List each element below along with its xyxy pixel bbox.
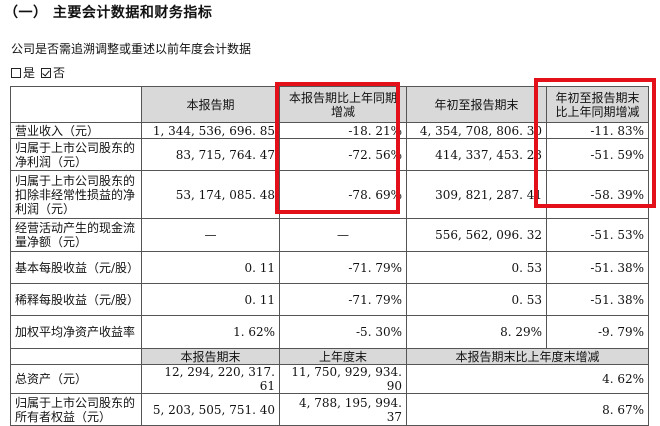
table-row: 经营活动产生的现金流量净额（元） — — 556, 562, 096. 32 -… (10, 218, 649, 252)
cell-value: 5, 203, 505, 751. 40 (141, 393, 280, 426)
cell-value: 414, 337, 453. 23 (406, 138, 547, 171)
table-header-row-balance: 本报告期末 上年度末 本报告期末比上年度末增减 (10, 348, 649, 365)
row-label: 基本每股收益（元/股） (10, 251, 142, 284)
restate-question: 公司是否需追溯调整或重述以前年度会计数据 (11, 42, 252, 56)
header-current-yoy: 本报告期比上年同期增减 (279, 86, 407, 123)
checkbox-no[interactable] (41, 67, 52, 78)
header-cell-blank (10, 86, 142, 123)
header-current-period: 本报告期 (141, 86, 280, 123)
section-title: （一） 主要会计数据和财务指标 (4, 5, 213, 21)
row-label: 总资产（元） (10, 364, 142, 394)
cell-value: 4, 354, 708, 806. 30 (406, 122, 547, 139)
cell-value: -18. 21% (279, 122, 407, 139)
cell-value: 8. 29% (406, 315, 547, 349)
header-ytd: 年初至报告期末 (406, 86, 547, 123)
cell-value: -51. 53% (546, 218, 649, 252)
cell-value: -71. 79% (279, 251, 407, 284)
table-row: 基本每股收益（元/股） 0. 11 -71. 79% 0. 53 -51. 38… (10, 251, 649, 284)
header-period-end-change: 本报告期末比上年度末增减 (406, 348, 649, 365)
highlight-box-ytd-yoy (534, 78, 656, 208)
cell-value: — (141, 218, 280, 252)
table-header-row: 本报告期 本报告期比上年同期增减 年初至报告期末 年初至报告期末比上年同期增减 (10, 86, 649, 123)
row-label: 营业收入（元） (10, 122, 142, 139)
checkbox-yes[interactable] (11, 67, 21, 78)
cell-value: -71. 79% (279, 283, 407, 316)
cell-value: 1, 344, 536, 696. 85 (141, 122, 280, 139)
cell-value: 1. 62% (141, 315, 280, 349)
header-period-end: 本报告期末 (141, 348, 280, 365)
header-ytd-yoy: 年初至报告期末比上年同期增减 (546, 86, 649, 123)
cell-value: 83, 715, 764. 47 (141, 138, 280, 171)
table-row: 总资产（元） 12, 294, 220, 317. 61 11, 750, 92… (10, 364, 649, 394)
cell-value: 0. 11 (141, 251, 280, 284)
cell-value: — (279, 218, 407, 252)
cell-value: 4, 788, 195, 994. 37 (279, 393, 407, 426)
row-label: 经营活动产生的现金流量净额（元） (10, 218, 142, 252)
cell-value: -58. 39% (546, 170, 649, 219)
cell-value: 11, 750, 929, 934. 90 (279, 364, 407, 394)
table-row: 营业收入（元） 1, 344, 536, 696. 85 -18. 21% 4,… (10, 122, 649, 139)
cell-value: 556, 562, 096. 32 (406, 218, 547, 252)
cell-value: -5. 30% (279, 315, 407, 349)
table-row: 归属于上市公司股东的净利润（元） 83, 715, 764. 47 -72. 5… (10, 138, 649, 171)
row-label: 稀释每股收益（元/股） (10, 283, 142, 316)
table-row: 加权平均净资产收益率 1. 62% -5. 30% 8. 29% -9. 79% (10, 315, 649, 349)
cell-value: 0. 53 (406, 251, 547, 284)
option-no-label: 否 (53, 66, 66, 80)
cell-value: 0. 11 (141, 283, 280, 316)
cell-value: 309, 821, 287. 41 (406, 170, 547, 219)
table-row: 稀释每股收益（元/股） 0. 11 -71. 79% 0. 53 -51. 38… (10, 283, 649, 316)
cell-value: -51. 38% (546, 283, 649, 316)
header-prior-year-end: 上年度末 (279, 348, 407, 365)
highlight-box-current-yoy (275, 82, 400, 214)
row-label: 加权平均净资产收益率 (10, 315, 142, 349)
cell-value: -51. 59% (546, 138, 649, 171)
header-cell-blank (10, 348, 142, 365)
restate-options: 是 否 (11, 64, 71, 81)
cell-value: 12, 294, 220, 317. 61 (141, 364, 280, 394)
row-label: 归属于上市公司股东的所有者权益（元） (10, 393, 142, 426)
cell-value: 0. 53 (406, 283, 547, 316)
cell-value: -51. 38% (546, 251, 649, 284)
cell-value: -9. 79% (546, 315, 649, 349)
option-yes-label: 是 (23, 66, 36, 80)
cell-value: 53, 174, 085. 48 (141, 170, 280, 219)
row-label: 归属于上市公司股东的扣除非经常性损益的净利润（元） (10, 170, 142, 219)
cell-value: 4. 62% (406, 364, 649, 394)
cell-value: 8. 67% (406, 393, 649, 426)
row-label: 归属于上市公司股东的净利润（元） (10, 138, 142, 171)
table-row: 归属于上市公司股东的所有者权益（元） 5, 203, 505, 751. 40 … (10, 393, 649, 426)
